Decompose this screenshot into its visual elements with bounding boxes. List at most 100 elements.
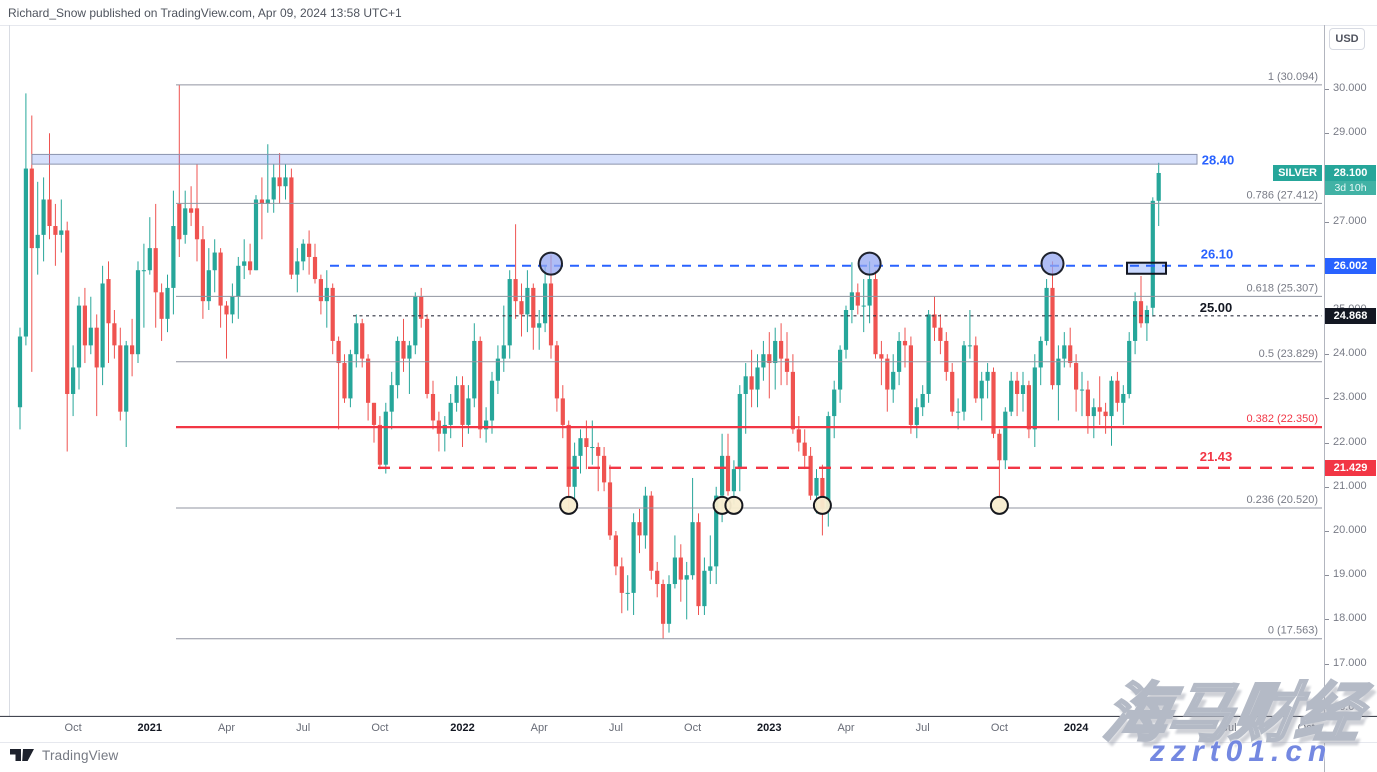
- candle-body: [277, 177, 282, 187]
- level-touch-circle-yellow: [812, 495, 832, 515]
- candle-body: [265, 199, 270, 204]
- candle-body: [124, 345, 129, 412]
- time-axis-month-label: Apr: [217, 722, 236, 734]
- candle-body: [684, 575, 689, 580]
- level-touch-circle-blue: [857, 251, 882, 276]
- price-tick-label: 24.000: [1333, 347, 1367, 360]
- time-axis-month-label: Jul: [296, 722, 311, 734]
- candle-body: [973, 345, 978, 399]
- candle-body: [242, 261, 247, 266]
- candle-body: [1009, 380, 1014, 412]
- candle-body: [767, 354, 772, 364]
- candle-body: [702, 570, 707, 607]
- candle-body: [1085, 389, 1090, 417]
- candle-body: [41, 199, 46, 235]
- price-tick-label: 17.000: [1333, 656, 1367, 669]
- candle-body: [902, 340, 908, 346]
- candle-body: [47, 199, 52, 227]
- time-axis[interactable]: Oct 2021 Apr Jul Oct 2022 Apr Jul Oct 2023 Apr Jul O…: [0, 717, 1377, 742]
- price-tick-label: 19.000: [1333, 568, 1367, 581]
- candle-body: [967, 345, 972, 347]
- candle-body: [761, 354, 766, 368]
- candle-body: [808, 455, 813, 496]
- time-axis-year-label: 2023: [757, 722, 782, 734]
- candle-body: [1150, 200, 1155, 308]
- price-tick-label: 22.000: [1333, 435, 1367, 448]
- candle-body: [961, 345, 967, 412]
- candle-body: [678, 557, 683, 580]
- candle-body: [1097, 407, 1102, 412]
- level-label: 25.00: [1200, 300, 1233, 315]
- candle-body: [371, 402, 377, 425]
- time-axis-month-label: Jul: [608, 722, 623, 734]
- candle-body: [690, 522, 695, 576]
- candle-body: [1068, 345, 1073, 364]
- candle-body: [165, 287, 170, 319]
- candle-body: [389, 385, 394, 412]
- candle-body: [525, 287, 530, 315]
- candle-body: [401, 340, 406, 359]
- candle-body: [472, 340, 477, 399]
- candle-body: [513, 279, 518, 302]
- candle-body: [413, 296, 418, 346]
- candle-body: [737, 393, 742, 470]
- price-tick-label: 16.000: [1333, 700, 1367, 713]
- candle-body: [1127, 340, 1132, 394]
- candle-body: [731, 469, 736, 492]
- candle-body: [649, 495, 654, 571]
- candle-body: [914, 407, 919, 425]
- candle-body: [832, 389, 837, 417]
- candle-body: [696, 522, 701, 607]
- candle-body: [861, 305, 866, 307]
- candle-body: [820, 477, 825, 509]
- currency-toggle-button[interactable]: USD: [1329, 28, 1365, 50]
- candle-body: [153, 248, 158, 293]
- tradingview-logo-icon: [10, 749, 34, 761]
- candle-body: [1133, 301, 1138, 341]
- price-badge-red-line-price: 21.429: [1325, 459, 1376, 476]
- candle-body: [318, 279, 323, 302]
- price-axis[interactable]: 30.00029.00028.00027.00026.00025.00024.0…: [1325, 25, 1377, 716]
- candle-body: [419, 296, 424, 319]
- candle-body: [236, 265, 241, 297]
- candle-body: [1015, 380, 1020, 394]
- candle-body: [885, 358, 890, 390]
- candle-body: [843, 310, 849, 350]
- candle-body: [560, 398, 565, 425]
- candle-body: [602, 455, 607, 483]
- candle-body: [407, 345, 412, 359]
- candle-body: [489, 380, 495, 421]
- time-axis-month-label: Oct: [990, 722, 1008, 734]
- price-tick-label: 30.000: [1333, 82, 1367, 94]
- candle-body: [908, 345, 913, 425]
- candle-body: [572, 455, 577, 487]
- candle-body: [501, 345, 506, 359]
- candle-body: [1050, 287, 1055, 386]
- candle-body: [956, 411, 961, 413]
- fib-label: 0.5 (23.829): [1259, 348, 1318, 360]
- candle-body: [59, 230, 64, 235]
- price-tick-mark: [1325, 707, 1329, 709]
- candle-body: [531, 287, 536, 328]
- candle-body: [1056, 358, 1061, 386]
- candle-body: [212, 252, 217, 271]
- candle-body: [613, 535, 618, 567]
- candle-body: [194, 208, 200, 240]
- candle-body: [448, 402, 453, 425]
- candle-body: [619, 566, 624, 593]
- candle-body: [1020, 385, 1026, 394]
- tradingview-logo-link[interactable]: TradingView: [9, 747, 119, 764]
- fib-label: 1 (30.094): [1268, 71, 1318, 83]
- time-axis-month-label: Apr: [1144, 722, 1162, 734]
- candle-body: [17, 336, 23, 408]
- candle-body: [224, 305, 229, 315]
- candle-body: [926, 314, 931, 394]
- candle-body: [106, 279, 111, 324]
- candle-body: [324, 287, 329, 302]
- candle-body: [348, 354, 353, 399]
- candle-body: [537, 323, 542, 328]
- candle-body: [336, 340, 341, 364]
- candle-body: [1156, 172, 1161, 201]
- candle-body: [944, 340, 949, 372]
